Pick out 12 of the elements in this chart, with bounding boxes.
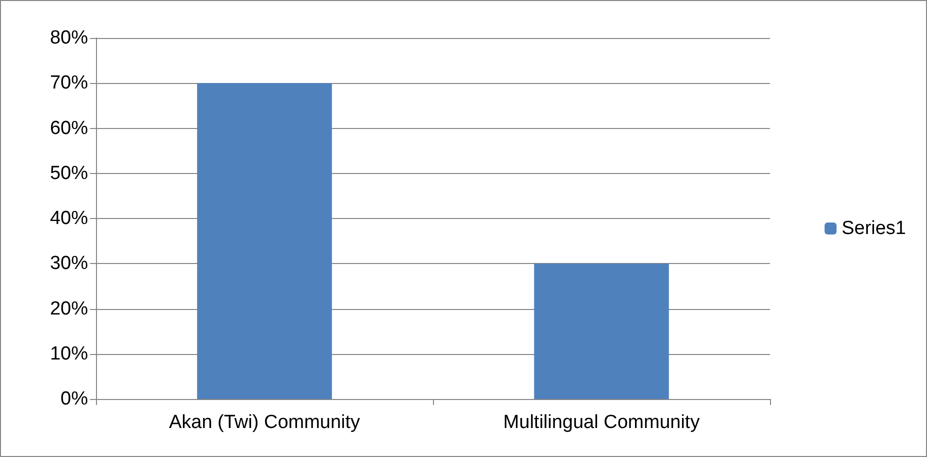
y-tick-label: 0% <box>60 388 88 410</box>
y-tick-label: 20% <box>50 298 88 320</box>
y-tick-label: 70% <box>50 72 88 94</box>
x-tick-label: Multilingual Community <box>503 412 700 433</box>
x-tick-label: Akan (Twi) Community <box>168 412 361 433</box>
y-tick-label: 50% <box>50 162 88 184</box>
y-tick-label: 10% <box>50 343 88 364</box>
y-tick-label: 30% <box>50 253 88 274</box>
legend-label: Series1 <box>842 218 906 239</box>
y-tick-label: 40% <box>50 208 88 229</box>
y-tick-label: 60% <box>50 118 88 139</box>
y-tick-label: 80% <box>50 28 88 48</box>
